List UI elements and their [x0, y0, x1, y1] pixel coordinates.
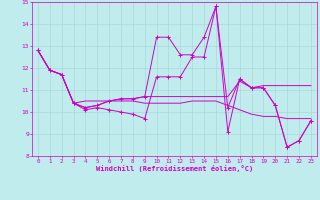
X-axis label: Windchill (Refroidissement éolien,°C): Windchill (Refroidissement éolien,°C) — [96, 165, 253, 172]
